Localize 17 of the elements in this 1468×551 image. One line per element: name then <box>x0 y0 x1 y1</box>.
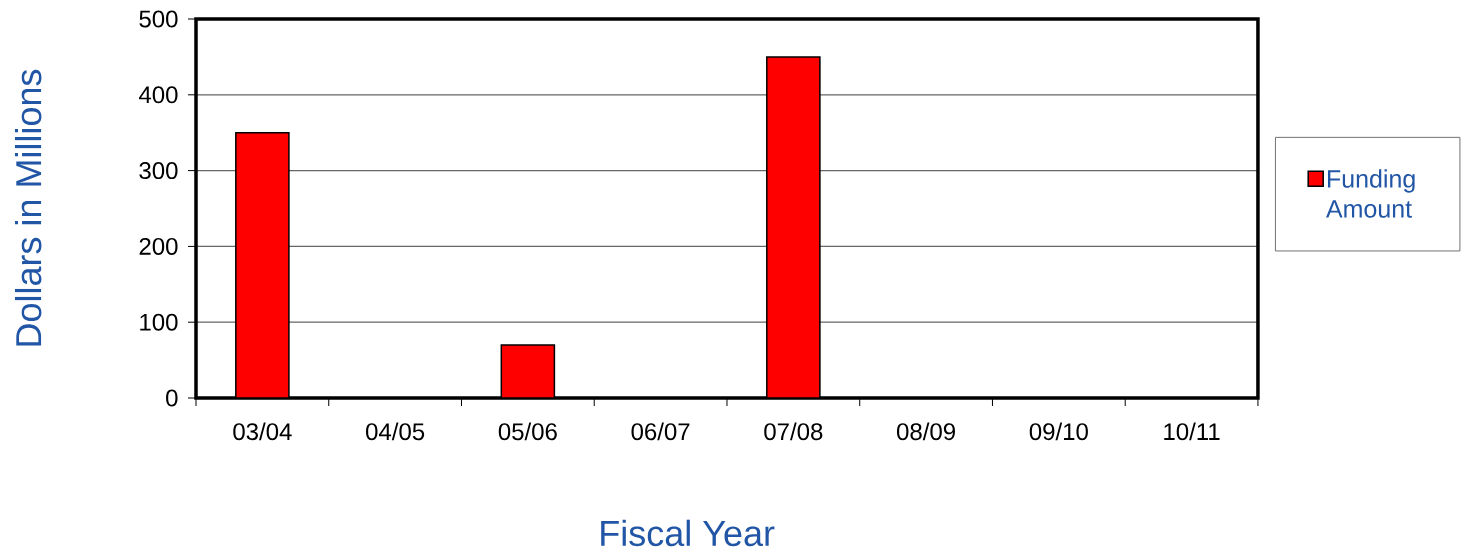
x-tick-label: 04/05 <box>366 422 425 441</box>
x-tick-label: 05/06 <box>498 422 557 441</box>
x-axis-title: Fiscal Year <box>601 519 775 547</box>
x-tick-label: 06/07 <box>631 422 690 441</box>
x-tick-label: 07/08 <box>764 422 823 441</box>
y-tick-label: 300 <box>139 162 178 180</box>
y-axis-title: Dollars in Millions <box>14 69 42 346</box>
y-tick-label: 200 <box>139 237 178 255</box>
y-tick-label: 500 <box>139 10 178 28</box>
y-tick-label: 400 <box>138 86 178 104</box>
x-tick-label: 03/04 <box>233 422 292 441</box>
y-tick-label: 100 <box>140 313 178 331</box>
x-tick-label: 09/10 <box>1029 422 1088 441</box>
y-tick-label: 0 <box>166 389 178 407</box>
x-tick-label: 08/09 <box>897 422 955 441</box>
x-tick-label: 10/11 <box>1164 422 1220 441</box>
legend-label: Funding Amount <box>1325 169 1415 218</box>
